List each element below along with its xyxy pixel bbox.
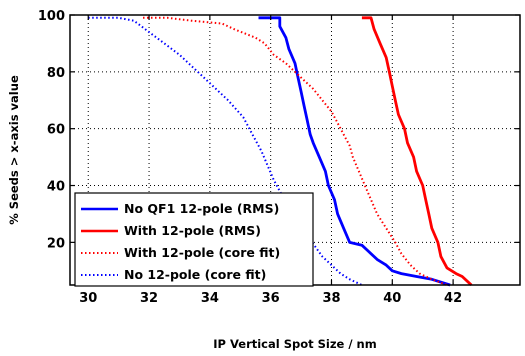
- x-axis-label: IP Vertical Spot Size / nm: [213, 337, 376, 351]
- series-line: [361, 16, 473, 287]
- y-tick-label: 40: [47, 180, 65, 195]
- legend-item: No 12-pole (core fit): [81, 267, 266, 282]
- legend-label: With 12-pole (core fit): [124, 245, 280, 260]
- legend-label: No 12-pole (core fit): [124, 267, 266, 282]
- series-line: [258, 16, 451, 287]
- legend-label: With 12-pole (RMS): [124, 223, 261, 238]
- legend-label: No QF1 12-pole (RMS): [124, 201, 279, 216]
- x-tick-label: 42: [444, 291, 462, 306]
- x-tick-label: 36: [262, 291, 280, 306]
- y-tick-label: 20: [47, 236, 65, 251]
- y-tick-label: 60: [47, 123, 65, 138]
- x-tick-label: 32: [140, 291, 158, 306]
- x-tick-label: 30: [79, 291, 97, 306]
- y-tick-label: 80: [47, 66, 65, 81]
- y-axis-label: % Seeds > x-axis value: [7, 75, 21, 225]
- x-tick-label: 34: [201, 291, 219, 306]
- axis-ticks: 30 32 34 36 38 40 42 20 40 60 80 100: [38, 9, 520, 306]
- x-tick-label: 38: [322, 291, 340, 306]
- legend-item: With 12-pole (RMS): [81, 223, 261, 238]
- series-line: [143, 16, 448, 286]
- series-lines: [88, 16, 473, 287]
- legend: No QF1 12-pole (RMS) With 12-pole (RMS) …: [74, 192, 314, 287]
- x-tick-label: 40: [383, 291, 401, 306]
- y-tick-label: 100: [38, 9, 65, 24]
- legend-item: With 12-pole (core fit): [81, 245, 280, 260]
- legend-item: No QF1 12-pole (RMS): [81, 201, 279, 216]
